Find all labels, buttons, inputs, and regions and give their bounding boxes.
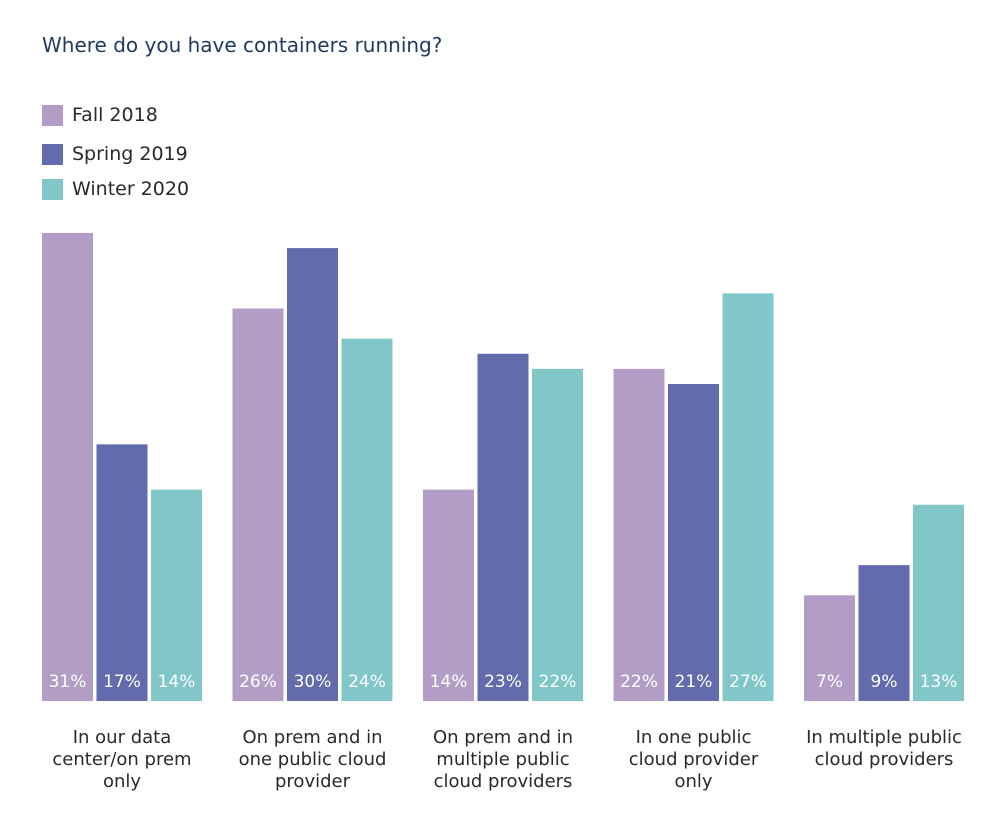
bar [804,595,855,701]
bar-value-label: 30% [294,672,332,692]
legend-item-winter-2020: Winter 2020 [42,178,189,200]
bar-value-label: 22% [539,672,577,692]
legend-item-spring-2019: Spring 2019 [42,143,188,165]
bar-group: 7% 9% 13% [804,504,964,701]
category-label-line: cloud provider [629,749,759,770]
bar [722,293,774,701]
bar-value-label: 23% [484,672,522,692]
category-label-line: cloud providers [434,771,573,792]
bar-value-label: 21% [675,672,713,692]
legend-label-fall-2018: Fall 2018 [72,104,158,126]
legend-label-winter-2020: Winter 2020 [72,178,190,200]
bar [341,338,393,701]
bar [232,308,284,701]
category-label: On prem and in multiple public cloud provi… [433,727,573,792]
category-label-line: In multiple public [806,727,962,748]
bar [913,504,964,701]
category-label-line: only [103,771,141,792]
category-label-line: In our data [73,727,172,748]
bar-group: 22% 21% 27% [613,293,774,701]
legend-item-fall-2018: Fall 2018 [42,104,158,126]
category-label-line: In one public [636,727,752,748]
bar [42,233,93,701]
bar [668,383,719,701]
bar-group: 14% 23% 22% [423,353,583,701]
bar [613,368,665,701]
bar-value-label: 26% [239,672,277,692]
bar [96,444,148,701]
bar [858,565,910,701]
bar [151,489,202,701]
legend-swatch-winter-2020 [42,178,63,200]
category-label-line: On prem and in [433,727,573,748]
bar-value-label: 13% [920,672,958,692]
category-label: In multiple public cloud providers [806,727,962,770]
bar [287,248,338,701]
category-label-line: one public cloud [239,749,387,770]
bar [532,368,583,701]
category-label-line: cloud providers [815,749,954,770]
bar-value-label: 9% [871,672,898,692]
bar-value-label: 24% [348,672,386,692]
bar-value-label: 31% [49,672,87,692]
bar-value-label: 14% [158,672,196,692]
category-label-line: only [674,771,712,792]
category-label: In one public cloud provider only [629,727,759,792]
bar [423,489,474,701]
category-label-line: provider [275,771,351,792]
bar-value-label: 7% [816,672,843,692]
legend-swatch-spring-2019 [42,143,63,165]
category-label-line: center/on prem [52,749,191,770]
legend-label-spring-2019: Spring 2019 [72,143,188,165]
bar-group: 31% 17% 14% [42,233,202,701]
bar-value-label: 27% [729,672,767,692]
category-label: On prem and in one public cloud provider [239,727,387,792]
bar-value-label: 14% [430,672,468,692]
category-label-line: On prem and in [242,727,382,748]
bar-value-label: 22% [620,672,658,692]
bar-group: 26% 30% 24% [232,248,393,701]
category-label-line: multiple public [436,749,569,770]
category-label: In our data center/on prem only [52,727,191,792]
chart-title: Where do you have containers running? [42,33,443,57]
bar [477,353,529,701]
bar-value-label: 17% [103,672,141,692]
legend-swatch-fall-2018 [42,104,63,126]
